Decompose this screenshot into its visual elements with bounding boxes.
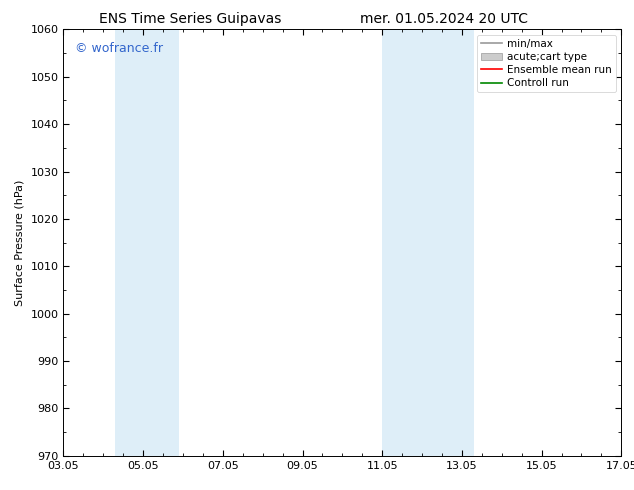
Text: mer. 01.05.2024 20 UTC: mer. 01.05.2024 20 UTC (360, 12, 527, 26)
Y-axis label: Surface Pressure (hPa): Surface Pressure (hPa) (15, 179, 25, 306)
Bar (382, 29, 474, 456)
Legend: min/max, acute;cart type, Ensemble mean run, Controll run: min/max, acute;cart type, Ensemble mean … (477, 35, 616, 92)
Text: © wofrance.fr: © wofrance.fr (75, 42, 162, 55)
Bar (115, 29, 179, 456)
Text: ENS Time Series Guipavas: ENS Time Series Guipavas (99, 12, 281, 26)
